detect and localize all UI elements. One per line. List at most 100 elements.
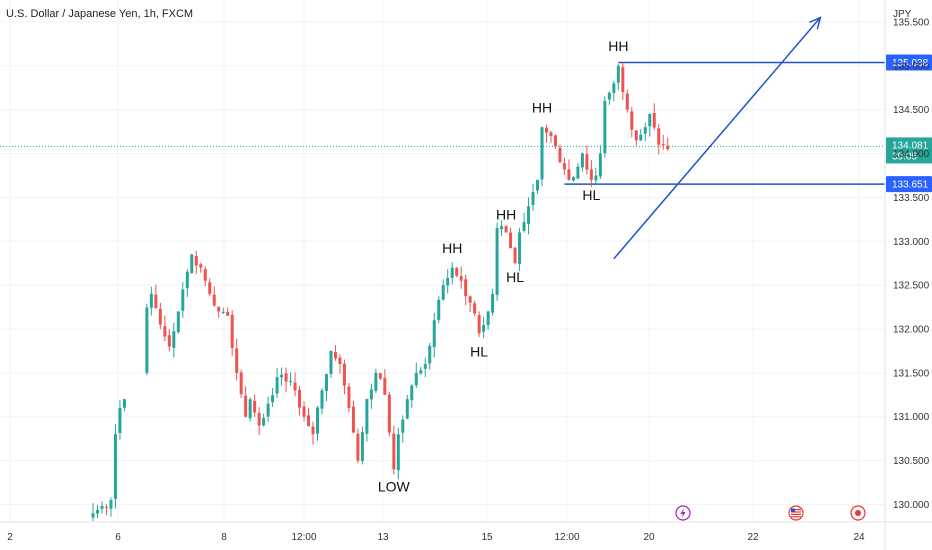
candle-body — [163, 326, 167, 337]
candle — [248, 397, 252, 422]
candle-body — [625, 93, 629, 110]
candle — [333, 345, 337, 361]
candle-body — [212, 294, 216, 306]
candle-body — [598, 153, 602, 177]
flag-stripe — [791, 509, 801, 511]
candle — [91, 503, 95, 522]
flag-icon-ring — [788, 505, 804, 521]
candle-body — [540, 127, 544, 180]
candle-body — [172, 331, 176, 348]
candle — [369, 383, 373, 409]
candle — [311, 421, 315, 445]
annotation-hh: HH — [532, 99, 552, 115]
candle-body — [333, 352, 337, 359]
candle — [217, 306, 221, 319]
record-icon-dot — [855, 510, 861, 516]
candle-body — [504, 226, 508, 233]
candle-body — [190, 254, 194, 273]
candle-body — [621, 67, 625, 93]
candle — [576, 163, 580, 180]
candle-body — [369, 389, 373, 400]
candle — [455, 267, 459, 278]
candle — [598, 145, 602, 180]
lightning-icon[interactable] — [675, 505, 691, 521]
record-icon[interactable] — [850, 505, 866, 521]
candle-body — [262, 417, 266, 426]
candle — [612, 80, 616, 102]
trend-arrow-line[interactable] — [613, 17, 821, 260]
candle-body — [531, 191, 535, 205]
candle-body — [455, 267, 459, 276]
candle-body — [432, 320, 436, 348]
candle — [262, 413, 266, 427]
candle-body — [576, 166, 580, 179]
candle — [338, 354, 342, 374]
candle — [594, 167, 598, 186]
price-axis[interactable]: 130.000 130.500 131.000 131.500 132.000 132.5… — [893, 17, 930, 511]
candle-body — [226, 311, 230, 316]
candle — [558, 144, 562, 163]
candle — [500, 220, 504, 237]
candle-body — [257, 412, 261, 426]
lightning-bolt — [680, 508, 686, 518]
candle-body — [104, 506, 108, 508]
annotation-hl: HL — [470, 343, 488, 359]
candle — [536, 179, 540, 194]
candle-body — [118, 407, 122, 434]
candle-body — [271, 395, 275, 403]
candle — [342, 359, 346, 395]
candle-body — [329, 350, 333, 374]
candle-body — [473, 303, 477, 314]
candle — [441, 279, 445, 301]
candle — [145, 303, 149, 376]
candle — [109, 497, 113, 517]
candle — [401, 415, 405, 443]
candle-body — [571, 177, 575, 181]
us-flag-icon[interactable] — [788, 505, 804, 521]
candle — [410, 384, 414, 408]
time-axis[interactable]: 2 6 8 12:00 13 15 12:00 20 22 24 — [7, 532, 865, 543]
candle-body — [145, 307, 149, 373]
x-tick-label: 20 — [643, 532, 655, 543]
candle — [104, 504, 108, 516]
candle-body — [450, 267, 454, 278]
candle — [266, 396, 270, 422]
candle-body — [298, 389, 302, 408]
event-icons[interactable] — [675, 505, 866, 521]
currency-label: JPY — [893, 9, 912, 20]
candle — [158, 302, 162, 330]
candle — [316, 405, 319, 441]
candle — [625, 89, 629, 113]
candle-body — [612, 83, 616, 93]
candle — [284, 367, 288, 393]
level-price-badge — [886, 54, 932, 71]
candle-body — [509, 232, 513, 249]
candle-body — [527, 206, 531, 224]
candle-body — [356, 433, 360, 461]
y-tick-label: 131.500 — [893, 368, 930, 379]
candle-body — [648, 114, 652, 127]
candle — [437, 296, 441, 324]
candle — [190, 254, 194, 274]
candle-body — [374, 372, 378, 391]
candle — [513, 246, 517, 265]
candle — [491, 288, 495, 316]
candle — [122, 398, 126, 412]
candle-body — [302, 406, 306, 417]
candle-body — [536, 179, 540, 191]
trendline[interactable] — [613, 16, 822, 260]
candle — [289, 372, 293, 386]
y-tick-label: 130.000 — [893, 500, 930, 511]
grid — [0, 0, 885, 522]
candle — [383, 368, 387, 396]
x-tick-label: 8 — [221, 532, 227, 543]
candle — [167, 329, 171, 352]
candle-body — [405, 399, 409, 419]
candle-body — [217, 306, 221, 312]
candle — [562, 157, 566, 176]
candle — [544, 124, 548, 143]
candle-body — [289, 381, 293, 383]
